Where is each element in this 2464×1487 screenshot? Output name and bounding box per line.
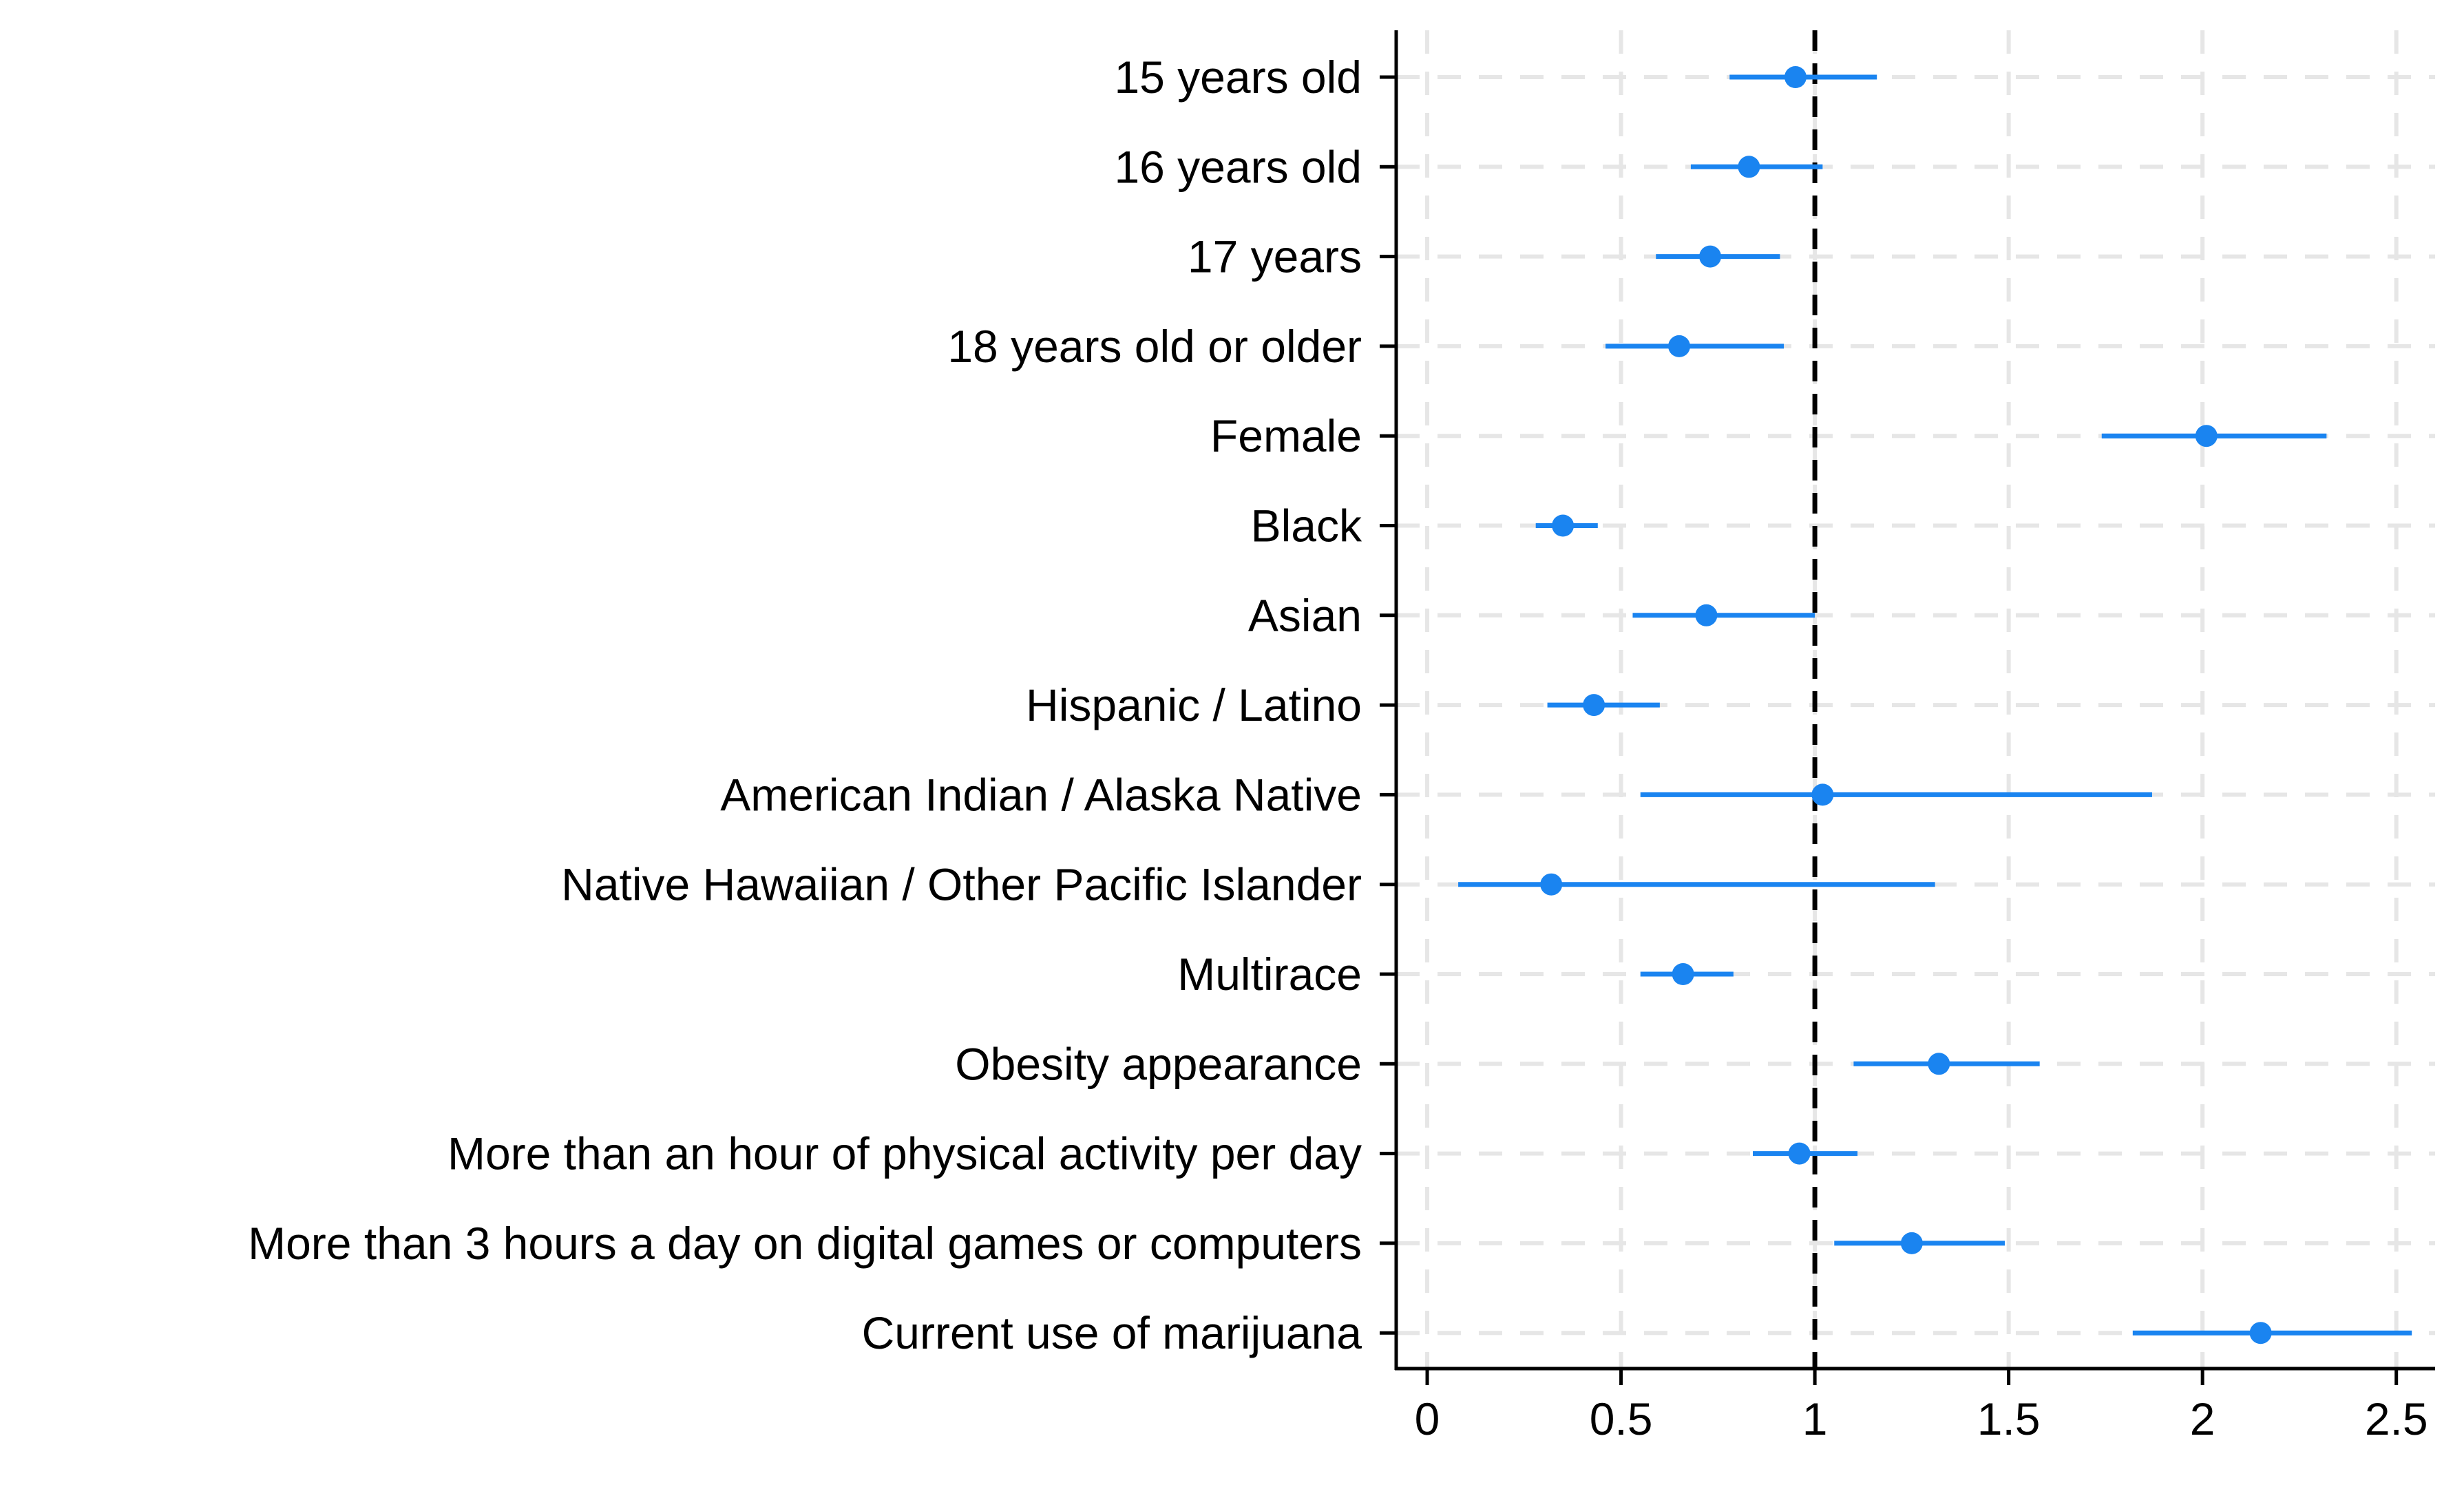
y-category-label: Black — [1251, 500, 1362, 551]
y-category-label: Current use of marijuana — [862, 1307, 1362, 1358]
x-tick-label: 1 — [1802, 1393, 1828, 1444]
point-estimate — [1552, 514, 1575, 537]
point-estimate — [1900, 1232, 1923, 1254]
point-estimate — [2195, 425, 2218, 447]
y-category-label: 15 years old — [1114, 52, 1362, 103]
point-estimate — [1695, 604, 1718, 626]
point-estimate — [1788, 1142, 1811, 1165]
y-category-label: Obesity appearance — [955, 1038, 1362, 1089]
x-tick-label: 1.5 — [1977, 1393, 2041, 1444]
axis-layer: 0 0.5 1 1.5 2 2.5 15 years old 16 years old 17 y… — [248, 30, 2435, 1444]
point-estimate — [1583, 694, 1605, 717]
point-estimate — [1738, 156, 1760, 178]
y-category-label: Asian — [1248, 590, 1362, 641]
point-estimate — [1928, 1053, 1950, 1075]
point-estimate — [1784, 66, 1807, 88]
x-tick-label: 0.5 — [1590, 1393, 1653, 1444]
point-estimate — [1672, 963, 1694, 985]
series-layer — [1458, 66, 2412, 1344]
x-tick-label: 2 — [2190, 1393, 2215, 1444]
y-category-label: 18 years old or older — [947, 321, 1362, 372]
grid-layer — [1396, 30, 2435, 1369]
point-estimate — [1699, 245, 1722, 268]
y-category-label: More than 3 hours a day on digital games… — [248, 1218, 1362, 1269]
y-category-label: American Indian / Alaska Native — [720, 769, 1362, 820]
y-category-label: Hispanic / Latino — [1026, 679, 1362, 730]
y-category-label: Native Hawaiian / Other Pacific Islander — [561, 859, 1362, 910]
y-category-label: Multirace — [1177, 949, 1362, 1000]
point-estimate — [1668, 335, 1691, 357]
point-estimate — [1540, 873, 1563, 896]
point-estimate — [1811, 783, 1834, 806]
x-tick-label: 2.5 — [2365, 1393, 2428, 1444]
point-estimate — [2249, 1322, 2272, 1344]
x-tick-label: 0 — [1415, 1393, 1440, 1444]
y-category-label: 17 years — [1188, 231, 1362, 282]
y-category-label: 16 years old — [1114, 141, 1362, 192]
y-category-label: Female — [1210, 410, 1362, 461]
y-category-label: More than an hour of physical activity p… — [447, 1128, 1362, 1179]
